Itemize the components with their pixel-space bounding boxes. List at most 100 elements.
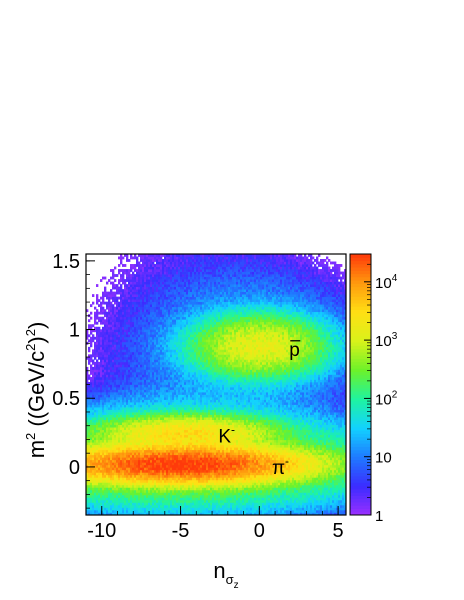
heatmap-cell bbox=[142, 286, 145, 290]
heatmap-cell bbox=[88, 449, 91, 453]
heatmap-cell bbox=[158, 264, 161, 267]
heatmap-cell bbox=[188, 442, 191, 446]
heatmap-cell bbox=[136, 269, 139, 272]
heatmap-cell bbox=[108, 309, 111, 313]
heatmap-cell bbox=[124, 452, 127, 456]
heatmap-cell bbox=[136, 427, 139, 431]
heatmap-cell bbox=[110, 319, 113, 323]
heatmap-cell bbox=[174, 381, 177, 385]
heatmap-cell bbox=[172, 291, 175, 295]
heatmap-cell bbox=[164, 449, 167, 453]
heatmap-cell bbox=[178, 366, 181, 370]
heatmap-cell bbox=[146, 432, 149, 436]
heatmap-cell bbox=[112, 452, 115, 456]
heatmap-cell bbox=[154, 319, 157, 323]
heatmap-cell bbox=[170, 381, 173, 385]
heatmap-cell bbox=[124, 311, 127, 315]
heatmap-cell bbox=[176, 497, 179, 501]
heatmap-cell bbox=[184, 422, 187, 425]
heatmap-cell bbox=[134, 474, 137, 478]
heatmap-cell bbox=[108, 469, 111, 473]
heatmap-cell bbox=[114, 306, 117, 310]
heatmap-cell bbox=[182, 417, 185, 420]
heatmap-cell bbox=[136, 354, 139, 358]
heatmap-cell bbox=[154, 361, 157, 365]
heatmap-cell bbox=[136, 462, 139, 466]
heatmap-cell bbox=[112, 434, 115, 438]
heatmap-cell bbox=[132, 504, 135, 508]
heatmap-cell bbox=[86, 484, 89, 488]
heatmap-cell bbox=[168, 319, 171, 323]
heatmap-cell bbox=[168, 264, 171, 267]
heatmap-cell bbox=[188, 464, 191, 468]
heatmap-cell bbox=[114, 432, 117, 436]
heatmap-cell bbox=[168, 304, 171, 308]
heatmap-cell bbox=[90, 459, 93, 463]
heatmap-cell bbox=[148, 381, 151, 385]
heatmap-cell bbox=[134, 462, 137, 466]
heatmap-cell bbox=[126, 434, 129, 438]
heatmap-cell bbox=[92, 457, 95, 461]
heatmap-cell bbox=[144, 477, 147, 481]
heatmap-cell bbox=[140, 254, 143, 257]
heatmap-cell bbox=[112, 384, 115, 388]
heatmap-cell bbox=[90, 482, 93, 486]
heatmap-cell bbox=[166, 504, 169, 508]
heatmap-cell bbox=[184, 339, 187, 343]
heatmap-cell bbox=[156, 402, 159, 405]
heatmap-cell bbox=[96, 326, 99, 330]
heatmap-cell bbox=[188, 336, 191, 340]
heatmap-cell bbox=[124, 316, 127, 320]
heatmap-cell bbox=[136, 319, 139, 323]
heatmap-cell bbox=[104, 321, 107, 325]
heatmap-cell bbox=[124, 504, 127, 508]
heatmap-cell bbox=[172, 397, 175, 400]
heatmap-cell bbox=[124, 397, 127, 400]
heatmap-cell bbox=[146, 479, 149, 483]
heatmap-cell bbox=[104, 469, 107, 473]
heatmap-cell bbox=[164, 402, 167, 405]
heatmap-cell bbox=[112, 392, 115, 395]
heatmap-cell bbox=[114, 376, 117, 380]
heatmap-cell bbox=[132, 497, 135, 501]
heatmap-cell bbox=[162, 336, 165, 340]
heatmap-cell bbox=[172, 439, 175, 443]
heatmap-cell bbox=[156, 414, 159, 418]
heatmap-cell bbox=[146, 389, 149, 393]
heatmap-cell bbox=[116, 389, 119, 393]
heatmap-cell bbox=[172, 427, 175, 431]
heatmap-cell bbox=[180, 487, 183, 491]
heatmap-cell bbox=[166, 299, 169, 303]
heatmap-cell bbox=[164, 394, 167, 398]
heatmap-cell bbox=[166, 479, 169, 483]
heatmap-cell bbox=[172, 256, 175, 260]
heatmap-cell bbox=[146, 296, 149, 300]
heatmap-cell bbox=[150, 291, 153, 295]
heatmap-cell bbox=[128, 394, 131, 398]
heatmap-cell bbox=[122, 269, 125, 272]
heatmap-cell bbox=[160, 444, 163, 448]
heatmap-cell bbox=[108, 427, 111, 431]
heatmap-cell bbox=[148, 414, 151, 418]
heatmap-cell bbox=[180, 379, 183, 383]
heatmap-cell bbox=[110, 444, 113, 448]
heatmap-cell bbox=[140, 397, 143, 400]
heatmap-cell bbox=[146, 321, 149, 325]
heatmap-cell bbox=[142, 269, 145, 272]
heatmap-cell bbox=[148, 279, 151, 282]
heatmap-cell bbox=[144, 291, 147, 295]
heatmap-cell bbox=[130, 417, 133, 420]
heatmap-cell bbox=[136, 447, 139, 451]
heatmap-cell bbox=[126, 437, 129, 441]
heatmap-cell bbox=[164, 384, 167, 388]
heatmap-cell bbox=[172, 434, 175, 438]
heatmap-cell bbox=[180, 432, 183, 436]
heatmap-cell bbox=[88, 444, 91, 448]
heatmap-cell bbox=[144, 334, 147, 338]
heatmap-cell bbox=[102, 409, 105, 413]
heatmap-cell bbox=[92, 339, 95, 343]
heatmap-cell bbox=[146, 407, 149, 410]
heatmap-cell bbox=[114, 419, 117, 423]
heatmap-cell bbox=[120, 349, 123, 353]
heatmap-cell bbox=[122, 374, 125, 378]
